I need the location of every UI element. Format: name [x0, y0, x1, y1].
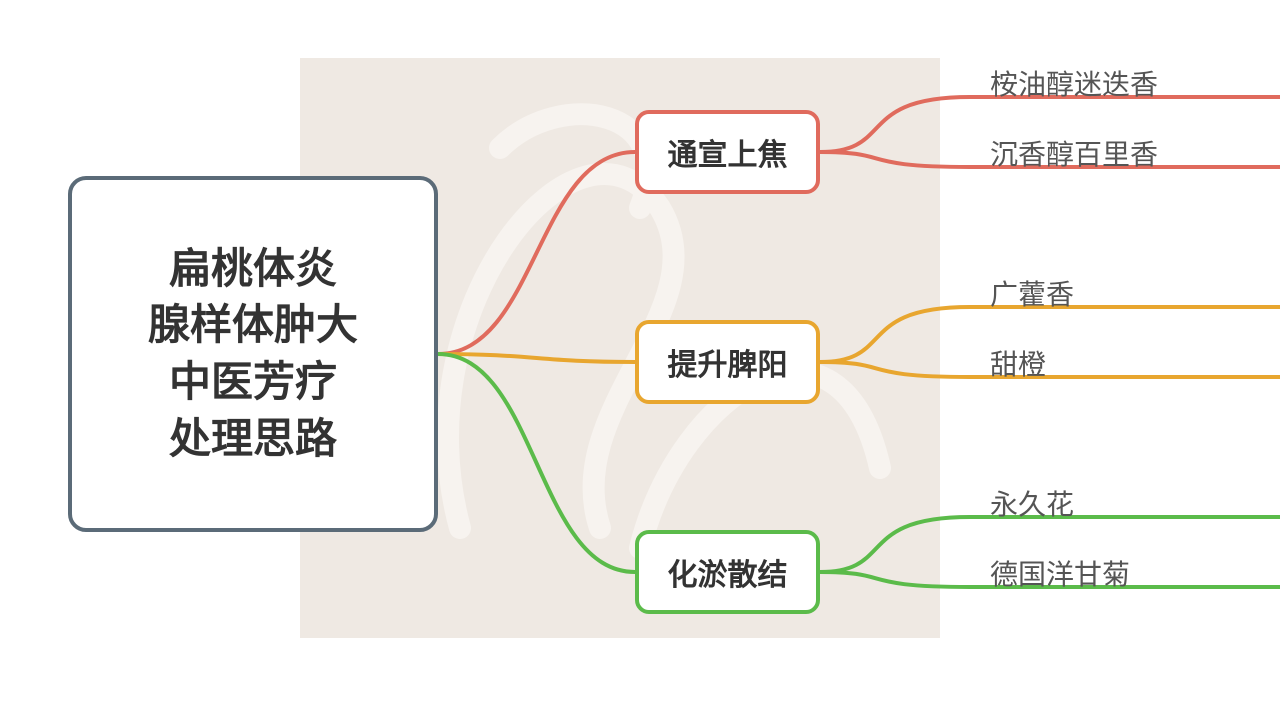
branch-3-leaf-1: 德国洋甘菊 [990, 553, 1130, 593]
branch-3-leaf-0: 永久花 [990, 483, 1074, 523]
branch-1-leaf-0: 桉油醇迷迭香 [990, 63, 1158, 103]
branch-2-leaf-0: 广藿香 [990, 273, 1074, 313]
branch-1-label: 通宣上焦 [668, 130, 788, 174]
branch-1: 通宣上焦 [635, 110, 820, 194]
branch-3: 化淤散结 [635, 530, 820, 614]
root-node-text: 扁桃体炎腺样体肿大中医芳疗处理思路 [148, 241, 358, 468]
branch-2-label: 提升脾阳 [668, 340, 788, 384]
branch-2: 提升脾阳 [635, 320, 820, 404]
root-node: 扁桃体炎腺样体肿大中医芳疗处理思路 [68, 176, 438, 532]
branch-1-leaf-1: 沉香醇百里香 [990, 133, 1158, 173]
branch-3-label: 化淤散结 [668, 550, 788, 594]
branch-2-leaf-1: 甜橙 [990, 343, 1046, 383]
